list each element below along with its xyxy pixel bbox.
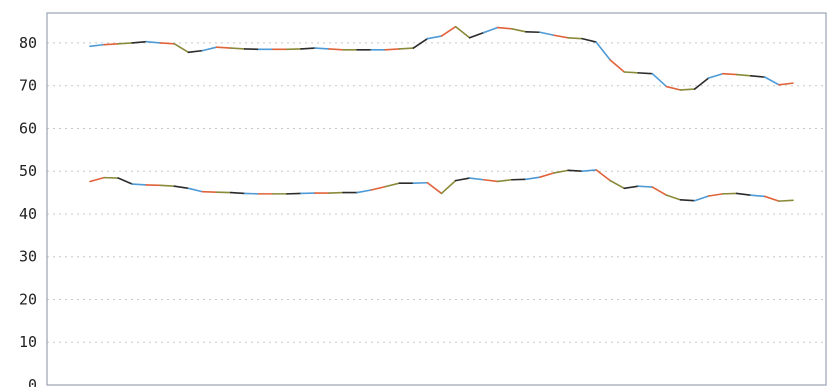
series-1-segment xyxy=(707,72,724,79)
series-2-segment xyxy=(651,186,668,196)
series-2-segment xyxy=(159,184,176,187)
series-1-segment xyxy=(384,48,401,51)
series-1-segment xyxy=(328,48,344,51)
series-1-segment xyxy=(314,47,330,50)
y-tick-label-0: 0 xyxy=(28,376,37,387)
series-2-segment xyxy=(426,181,443,195)
series-2-segment xyxy=(496,178,513,183)
series-2-segment xyxy=(735,192,752,196)
y-tick-label-70: 70 xyxy=(19,77,37,95)
series-1-segment xyxy=(764,76,780,86)
series-1-segment xyxy=(103,42,119,46)
series-1-segment xyxy=(187,49,204,54)
series-1-segment xyxy=(637,72,654,75)
series-1-segment xyxy=(539,31,555,37)
series-2-segment xyxy=(581,169,597,173)
series-1-segment xyxy=(567,36,583,40)
y-tick-label-40: 40 xyxy=(19,205,37,223)
series-1-segment xyxy=(412,37,429,49)
series-lines xyxy=(89,25,794,202)
series-1-segment xyxy=(750,75,766,78)
series-1-segment xyxy=(623,71,640,74)
series-2-segment xyxy=(539,172,555,178)
series-2-segment xyxy=(173,185,190,190)
series-2-segment xyxy=(764,195,780,202)
series-1-segment xyxy=(131,40,148,44)
series-2-segment xyxy=(229,191,246,195)
series-1-segment xyxy=(679,88,696,91)
series-1-segment xyxy=(229,47,246,50)
series-2-segment xyxy=(440,179,457,195)
series-2-segment xyxy=(482,178,499,183)
series-2-segment xyxy=(665,194,682,201)
series-2-segment xyxy=(567,169,583,173)
series-2-segment xyxy=(609,179,626,190)
series-1-segment xyxy=(581,37,597,43)
series-2-segment xyxy=(679,199,696,202)
series-1-segment xyxy=(609,59,626,73)
series-1-segment xyxy=(201,46,218,52)
series-2-segment xyxy=(778,199,794,202)
series-1-segment xyxy=(117,42,133,45)
series-1-segment xyxy=(440,25,457,37)
series-2-segment xyxy=(637,185,654,188)
series-1-segment xyxy=(735,73,752,77)
plot-frame xyxy=(46,12,827,386)
series-2-segment xyxy=(525,176,541,181)
series-1-segment xyxy=(510,28,527,33)
series-2-segment xyxy=(468,177,485,181)
series-2-segment xyxy=(117,177,133,185)
series-2-segment xyxy=(131,183,148,186)
series-2-segment xyxy=(693,195,710,202)
series-1-segment xyxy=(89,43,105,48)
series-1-segment xyxy=(173,42,190,54)
gridlines xyxy=(47,42,826,343)
series-1-segment xyxy=(721,72,738,76)
series-2-segment xyxy=(356,189,373,194)
series-1-segment xyxy=(482,26,499,34)
series-1-segment xyxy=(468,31,485,39)
series-1-segment xyxy=(398,47,415,50)
series-1-segment xyxy=(215,46,232,49)
series-2-segment xyxy=(623,185,640,190)
series-1-segment xyxy=(159,42,176,45)
series-2-segment xyxy=(707,193,724,197)
y-tick-label-20: 20 xyxy=(19,290,37,308)
series-2-segment xyxy=(187,187,204,193)
series-1-segment xyxy=(496,26,513,30)
series-2-segment xyxy=(89,176,105,183)
y-tick-label-10: 10 xyxy=(19,333,37,351)
y-tick-label-30: 30 xyxy=(19,248,37,266)
series-1-line xyxy=(89,25,794,91)
series-2-segment xyxy=(370,185,387,191)
y-axis-ticks: 0 10 20 30 40 50 60 70 80 xyxy=(19,34,37,387)
series-2-segment xyxy=(553,169,569,174)
y-tick-label-50: 50 xyxy=(19,162,37,180)
series-2-segment xyxy=(384,182,401,188)
series-2-segment xyxy=(750,194,766,198)
series-2-segment xyxy=(454,177,471,182)
series-1-segment xyxy=(300,47,316,50)
series-1-segment xyxy=(778,82,794,86)
series-1-segment xyxy=(595,41,612,61)
series-1-segment xyxy=(454,25,471,39)
series-1-segment xyxy=(665,85,682,91)
series-2-segment xyxy=(595,169,612,182)
y-tick-label-60: 60 xyxy=(19,119,37,137)
series-1-segment xyxy=(426,35,443,40)
series-1-segment xyxy=(693,77,710,90)
series-1-segment xyxy=(553,34,569,39)
series-2-line xyxy=(89,169,794,202)
series-1-segment xyxy=(651,72,668,88)
y-tick-label-80: 80 xyxy=(19,34,37,52)
series-1-segment xyxy=(145,40,162,44)
